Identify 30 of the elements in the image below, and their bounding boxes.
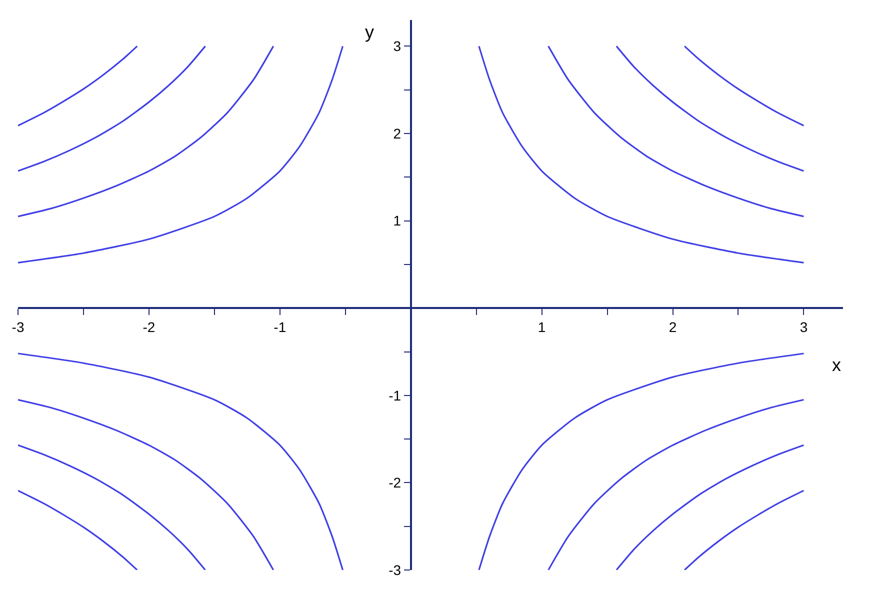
line-series [18, 490, 138, 570]
line-series [478, 45, 805, 264]
line-series [18, 45, 344, 264]
line-series [616, 45, 805, 172]
y-tick-label: 3 [393, 38, 402, 54]
x-tick-label: 2 [668, 318, 677, 335]
x-tick-label: 3 [800, 318, 808, 335]
line-series [18, 352, 344, 570]
y-tick-label: -2 [388, 474, 402, 491]
x-axis-title: x [832, 355, 841, 375]
x-tick-label: -1 [274, 318, 286, 335]
line-series [18, 45, 274, 218]
y-tick-label: -3 [388, 562, 402, 578]
x-tick-label: -3 [12, 318, 24, 335]
line-series [18, 45, 138, 126]
y-tick-label: 2 [393, 125, 402, 142]
line-series [18, 444, 206, 570]
line-series [684, 490, 805, 570]
line-series [18, 45, 206, 172]
line-series [478, 352, 805, 570]
line-series [684, 45, 805, 126]
y-axis-title: y [365, 22, 374, 42]
line-series [548, 398, 805, 570]
y-tick-label: -1 [388, 387, 402, 404]
line-series [18, 398, 274, 570]
y-tick-label: 1 [393, 212, 402, 229]
line-series [616, 444, 805, 570]
x-tick-label: 1 [538, 318, 546, 335]
line-series [548, 45, 805, 218]
x-tick-label: -2 [142, 318, 156, 335]
